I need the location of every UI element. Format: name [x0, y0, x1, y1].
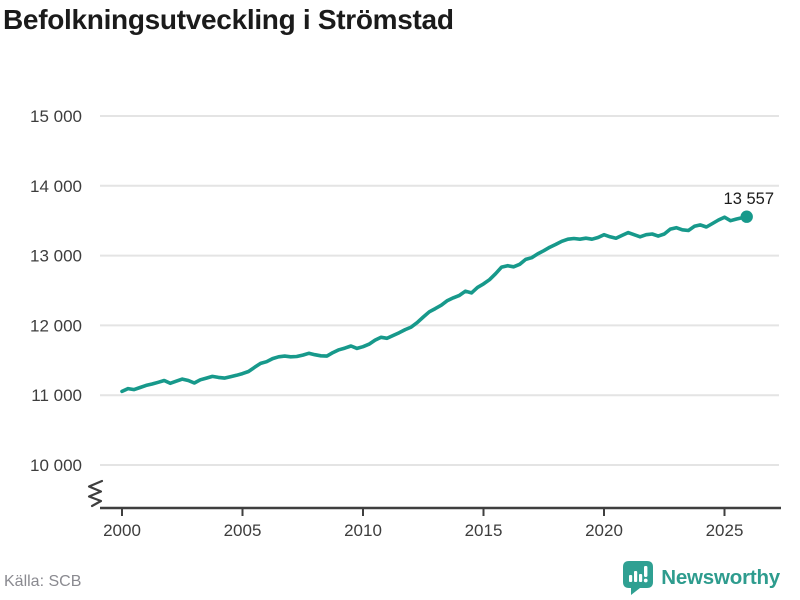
y-axis-tick-label: 11 000	[31, 386, 82, 405]
y-axis-tick-label: 14 000	[30, 177, 82, 196]
population-series-line	[120, 214, 749, 394]
newsworthy-logo[interactable]: Newsworthy	[623, 561, 780, 595]
logo-icon-shape	[644, 578, 648, 583]
logo-icon-shape	[639, 574, 643, 582]
logo-icon-shape	[629, 575, 633, 582]
y-axis-tick-label: 10 000	[30, 456, 82, 475]
y-axis-tick-label: 15 000	[30, 107, 82, 126]
newsworthy-bar-chart-bubble-icon	[623, 561, 654, 595]
latest-value-point	[740, 210, 753, 223]
page-title: Befolkningsutveckling i Strömstad	[3, 4, 454, 35]
x-axis-tick-label: 2010	[344, 521, 382, 540]
latest-value-label: 13 557	[724, 190, 774, 208]
x-axis-tick-label: 2015	[465, 521, 503, 540]
logo-icon-shape	[644, 566, 648, 577]
x-axis-tick-label: 2025	[706, 521, 744, 540]
logo-icon-shape	[634, 571, 638, 582]
x-axis-tick-label: 2000	[103, 521, 141, 540]
y-axis-tick-label: 13 000	[30, 247, 82, 266]
x-axis-tick-label: 2020	[585, 521, 623, 540]
x-axis-tick-label: 2005	[224, 521, 262, 540]
y-axis-break-icon	[87, 479, 104, 508]
logo-icon-shape	[623, 561, 654, 595]
source-attribution: Källa: SCB	[4, 573, 82, 590]
newsworthy-logo-text: Newsworthy	[661, 566, 780, 589]
y-axis-tick-label: 12 000	[30, 316, 82, 335]
